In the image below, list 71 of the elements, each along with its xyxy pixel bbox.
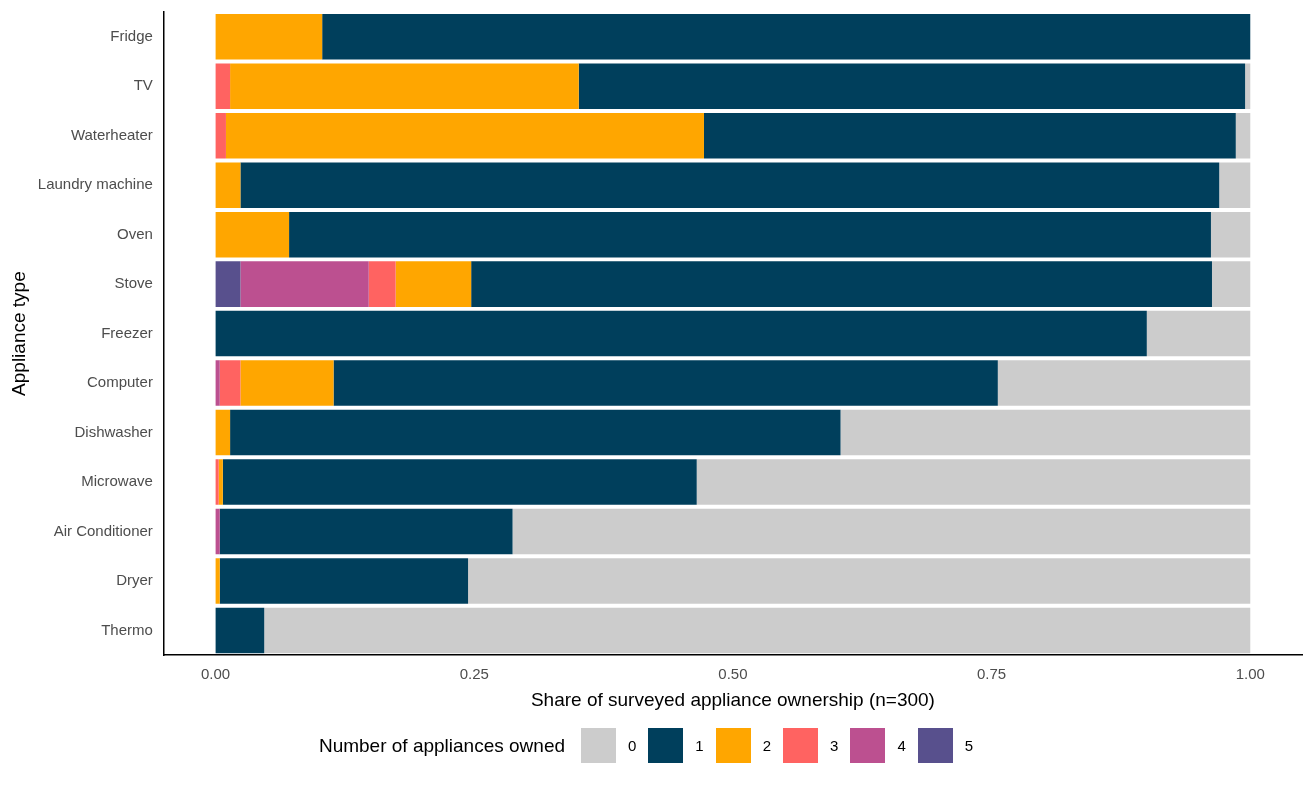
x-tick-label: 0.25 bbox=[459, 665, 489, 683]
y-tick-label: Microwave bbox=[81, 472, 153, 490]
bar bbox=[215, 459, 219, 505]
bar bbox=[703, 112, 1236, 159]
legend-label: 1 bbox=[695, 737, 704, 754]
y-tick-label: Air Conditioner bbox=[53, 521, 153, 539]
y-tick-label: Dishwasher bbox=[74, 422, 153, 440]
bar bbox=[215, 558, 220, 604]
bar bbox=[240, 360, 334, 406]
bar bbox=[578, 63, 1246, 109]
bar bbox=[322, 13, 1251, 60]
bar bbox=[215, 112, 226, 159]
bar bbox=[1211, 261, 1251, 307]
legend-label: 0 bbox=[628, 737, 637, 754]
x-tick-label: 0.00 bbox=[201, 665, 231, 683]
bar bbox=[230, 409, 841, 456]
bar bbox=[840, 409, 1251, 456]
bar bbox=[1210, 211, 1251, 258]
bar bbox=[1146, 310, 1251, 357]
y-tick-label: Oven bbox=[117, 224, 153, 242]
legend-label: 3 bbox=[830, 737, 839, 754]
bar bbox=[1219, 162, 1251, 208]
bar bbox=[395, 261, 472, 307]
bar bbox=[215, 13, 323, 60]
x-tick-label: 0.75 bbox=[977, 665, 1007, 683]
y-tick-label: Fridge bbox=[110, 26, 153, 44]
bar bbox=[696, 459, 1251, 505]
y-tick-label: Stove bbox=[114, 274, 153, 292]
x-axis-title: Share of surveyed appliance ownership (n=300) bbox=[530, 688, 935, 710]
bar bbox=[219, 508, 513, 555]
bar bbox=[215, 409, 231, 456]
bar bbox=[215, 261, 241, 307]
bar bbox=[468, 558, 1251, 604]
bar bbox=[289, 211, 1211, 258]
bar bbox=[1245, 63, 1251, 109]
bar bbox=[215, 211, 290, 258]
bar bbox=[368, 261, 396, 307]
bar bbox=[219, 558, 469, 604]
y-tick-label: Waterheater bbox=[70, 125, 153, 143]
y-tick-label: Thermo bbox=[101, 620, 153, 638]
x-tick-label: 0.50 bbox=[718, 665, 748, 683]
legend-label: 4 bbox=[897, 737, 906, 754]
bar bbox=[240, 162, 1220, 208]
bar bbox=[219, 360, 241, 406]
bar bbox=[997, 360, 1251, 406]
bar bbox=[215, 63, 231, 109]
x-tick-label: 1.00 bbox=[1235, 665, 1265, 683]
bar bbox=[225, 112, 704, 159]
bar bbox=[215, 508, 220, 555]
bar bbox=[222, 459, 697, 505]
bar bbox=[215, 360, 220, 406]
bar bbox=[264, 607, 1251, 654]
y-axis-title: Appliance type bbox=[7, 271, 29, 396]
bar bbox=[218, 459, 223, 505]
bar bbox=[333, 360, 998, 406]
bar bbox=[512, 508, 1251, 555]
y-tick-label: Laundry machine bbox=[37, 175, 153, 193]
legend-title: Number of appliances owned bbox=[318, 734, 566, 757]
y-tick-label: Computer bbox=[87, 373, 153, 391]
bar bbox=[215, 607, 265, 654]
bar bbox=[215, 310, 1147, 357]
bar bbox=[1235, 112, 1251, 159]
legend-label: 5 bbox=[964, 737, 974, 754]
bar bbox=[240, 261, 369, 307]
bar bbox=[230, 63, 579, 109]
y-tick-label: TV bbox=[133, 76, 153, 94]
bar bbox=[215, 162, 241, 208]
bar bbox=[471, 261, 1212, 307]
y-tick-label: Freezer bbox=[101, 323, 153, 341]
legend-label: 2 bbox=[762, 737, 772, 754]
y-tick-label: Dryer bbox=[116, 571, 153, 589]
